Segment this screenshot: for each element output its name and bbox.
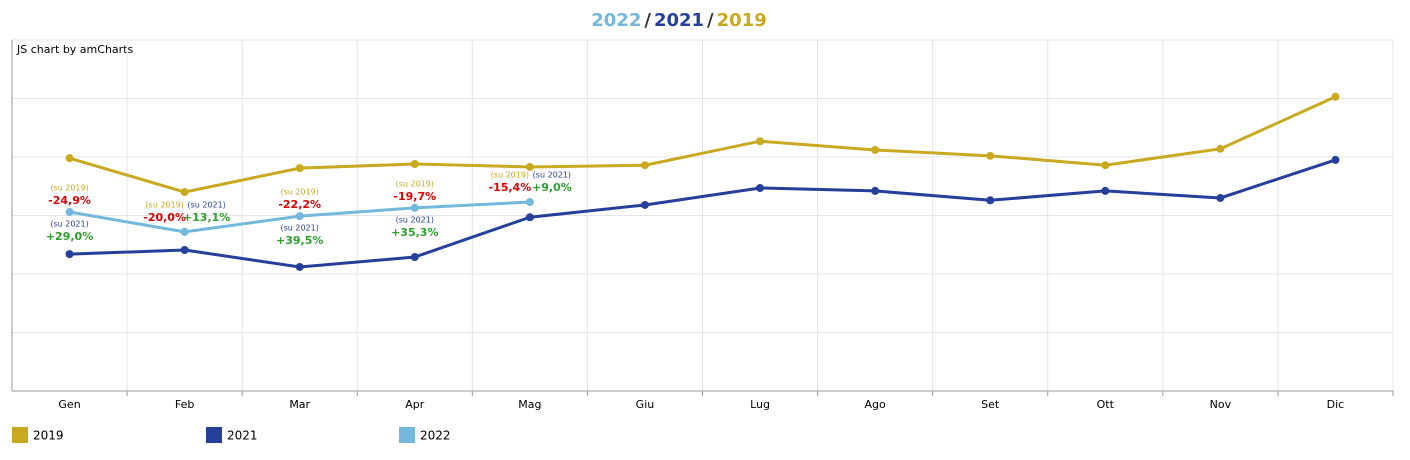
annotation-label: (su 2021): [281, 224, 319, 233]
title-part: /: [707, 10, 714, 31]
point: [1331, 155, 1340, 164]
point: [1101, 186, 1110, 195]
legend-swatch: [12, 427, 28, 443]
title-part: 2021: [654, 10, 704, 31]
x-tick-label: Gen: [58, 398, 80, 411]
x-tick-label: Ago: [865, 398, 887, 411]
point: [525, 198, 534, 207]
annotation-label: (su 2021): [533, 171, 571, 180]
point: [295, 164, 304, 173]
annotation-value: +9,0%: [532, 181, 572, 194]
annotation-label: (su 2021): [187, 200, 225, 209]
chart-title: 2022/2021/2019: [591, 10, 766, 31]
point: [1101, 161, 1110, 170]
annotation-label: (su 2019): [281, 188, 319, 197]
credit: JS chart by amCharts: [16, 43, 133, 56]
point: [295, 212, 304, 221]
title-part: 2022: [591, 10, 641, 31]
annotation-value: -20,0%: [143, 211, 186, 224]
point: [1216, 144, 1225, 153]
annotation-label: (su 2019): [491, 171, 529, 180]
point: [640, 161, 649, 170]
legend-label: 2021: [227, 429, 258, 443]
point: [1331, 92, 1340, 101]
point: [410, 160, 419, 169]
point: [295, 262, 304, 271]
x-tick-label: Mag: [518, 398, 541, 411]
point: [65, 250, 74, 259]
annotation-value: -24,9%: [48, 194, 91, 207]
point: [65, 154, 74, 163]
annotation-label: (su 2021): [50, 219, 88, 228]
point: [410, 203, 419, 212]
annotation-label: (su 2021): [396, 215, 434, 224]
series-line: [69, 95, 1337, 194]
point: [1216, 193, 1225, 202]
annotation-label: (su 2019): [50, 183, 88, 192]
point: [871, 186, 880, 195]
point: [986, 196, 995, 205]
point: [180, 246, 189, 255]
point: [871, 145, 880, 154]
legend-swatch: [206, 427, 222, 443]
title-part: 2019: [717, 10, 767, 31]
legend-label: 2022: [420, 429, 451, 443]
x-tick-label: Mar: [289, 398, 310, 411]
x-tick-label: Nov: [1210, 398, 1232, 411]
point: [640, 200, 649, 209]
x-tick-label: Feb: [175, 398, 194, 411]
annotation-value: -15,4%: [489, 181, 532, 194]
x-tick-label: Set: [981, 398, 1000, 411]
annotation-value: -19,7%: [393, 190, 436, 203]
annotation-value: +35,3%: [391, 226, 438, 239]
x-tick-label: Ott: [1097, 398, 1115, 411]
point: [756, 137, 765, 146]
annotation-label: (su 2019): [145, 200, 183, 209]
point: [986, 151, 995, 160]
point: [525, 162, 534, 171]
point: [65, 207, 74, 216]
legend-swatch: [399, 427, 415, 443]
x-tick-label: Giu: [636, 398, 655, 411]
x-tick-label: Lug: [750, 398, 770, 411]
annotation-value: +39,5%: [276, 234, 323, 247]
annotation-value: +13,1%: [183, 211, 230, 224]
point: [180, 227, 189, 236]
x-tick-label: Apr: [405, 398, 425, 411]
point: [410, 253, 419, 262]
annotation-value: +29,0%: [46, 230, 93, 243]
x-tick-label: Dic: [1327, 398, 1345, 411]
annotation-label: (su 2019): [396, 179, 434, 188]
annotation-value: -22,2%: [278, 198, 321, 211]
legend-label: 2019: [33, 429, 64, 443]
series-line: [69, 158, 1336, 269]
point: [525, 213, 534, 222]
title-part: /: [644, 10, 651, 31]
point: [756, 184, 765, 193]
point: [180, 188, 189, 197]
